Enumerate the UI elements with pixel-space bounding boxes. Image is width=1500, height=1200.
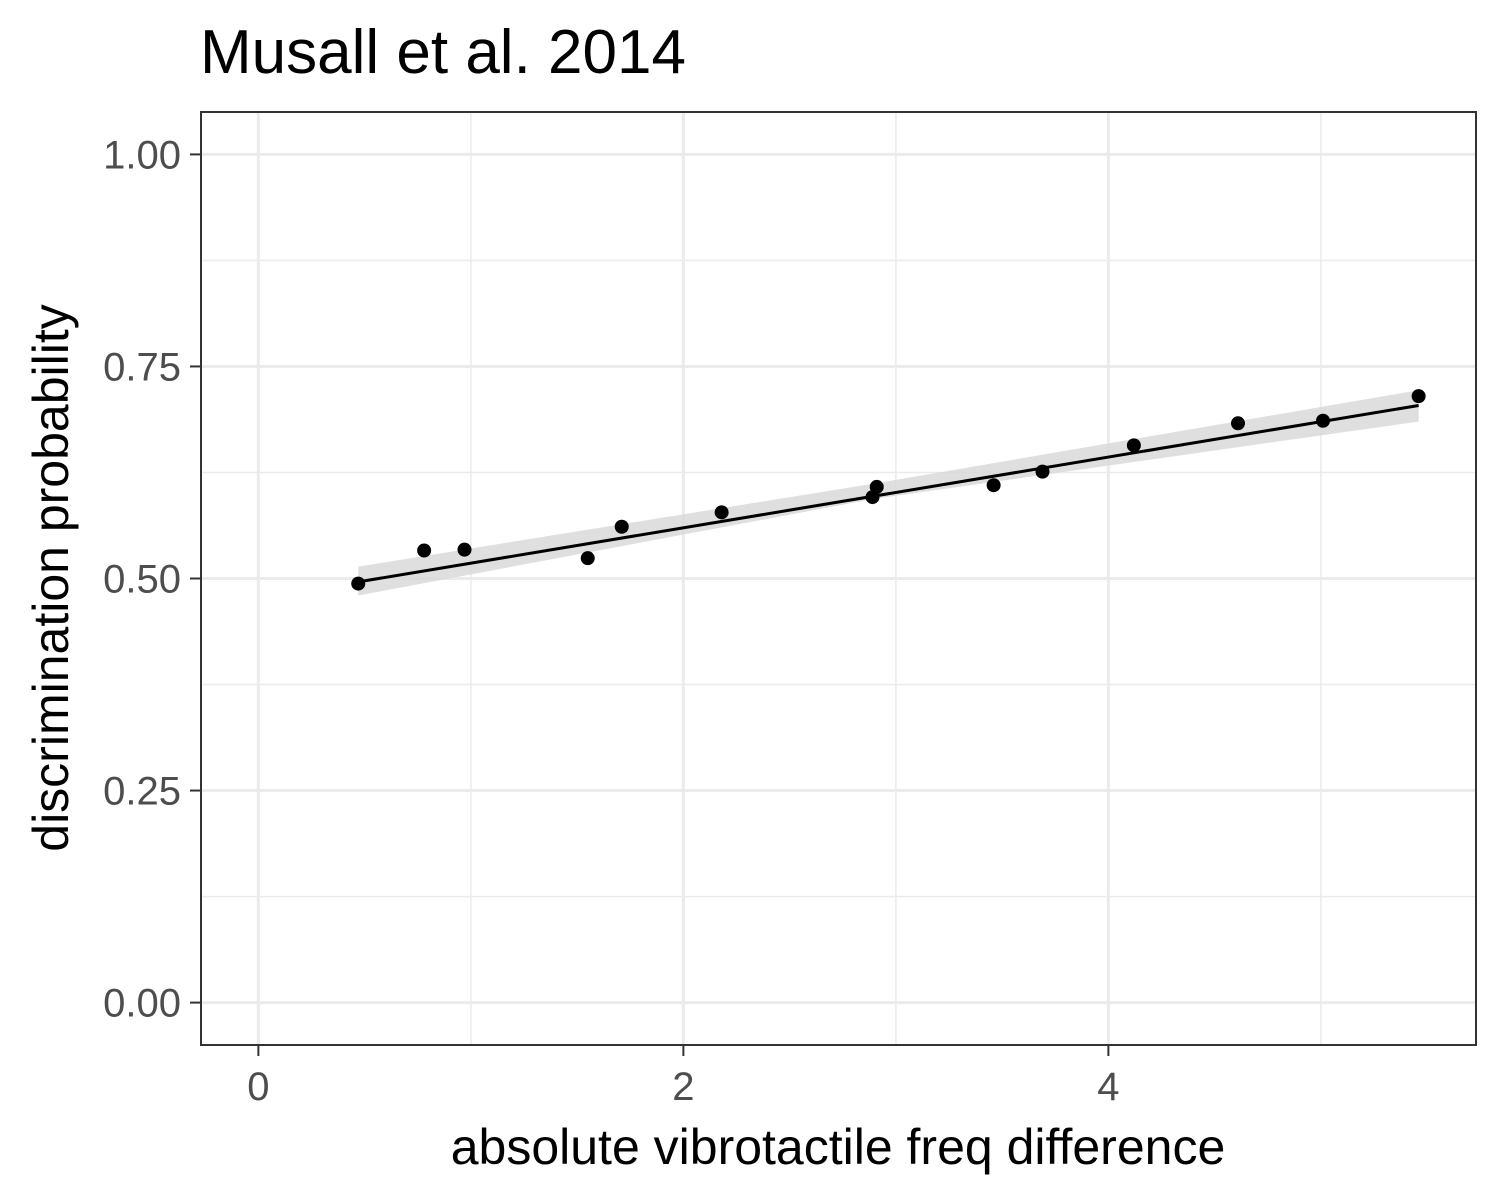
data-point-1 xyxy=(417,543,432,558)
fit-line-layer xyxy=(358,403,1419,584)
data-point-5 xyxy=(714,505,729,520)
data-point-12 xyxy=(1316,413,1330,428)
y-tick-label-1: 0.25 xyxy=(103,770,181,814)
y-axis-title: discrimination probability xyxy=(23,304,79,851)
data-point-11 xyxy=(1231,416,1245,431)
fit-line xyxy=(358,403,1419,584)
data-point-4 xyxy=(614,519,629,534)
data-point-7 xyxy=(869,479,884,494)
y-tick-label-4: 1.00 xyxy=(103,133,181,177)
data-point-0 xyxy=(351,576,366,591)
data-point-3 xyxy=(580,551,595,566)
data-point-13 xyxy=(1411,389,1426,404)
y-tick-label-2: 0.50 xyxy=(103,558,181,602)
y-tick-label-3: 0.75 xyxy=(103,345,181,389)
data-point-2 xyxy=(457,542,472,557)
data-point-9 xyxy=(1035,464,1050,479)
x-tick-label-1: 2 xyxy=(672,1065,694,1109)
y-tick-label-0: 0.00 xyxy=(103,982,181,1026)
grid-layer xyxy=(201,112,1476,1045)
points-layer xyxy=(351,389,1426,591)
axis-layer: 0 2 4 0.00 0.25 0.50 0.75 1.00 xyxy=(103,133,1119,1109)
chart-title: Musall et al. 2014 xyxy=(200,18,686,87)
x-axis-title: absolute vibrotactile freq difference xyxy=(451,1119,1226,1175)
x-tick-label-0: 0 xyxy=(247,1065,269,1109)
x-tick-label-2: 4 xyxy=(1097,1065,1119,1109)
data-point-8 xyxy=(986,478,1001,493)
data-point-10 xyxy=(1126,438,1141,453)
